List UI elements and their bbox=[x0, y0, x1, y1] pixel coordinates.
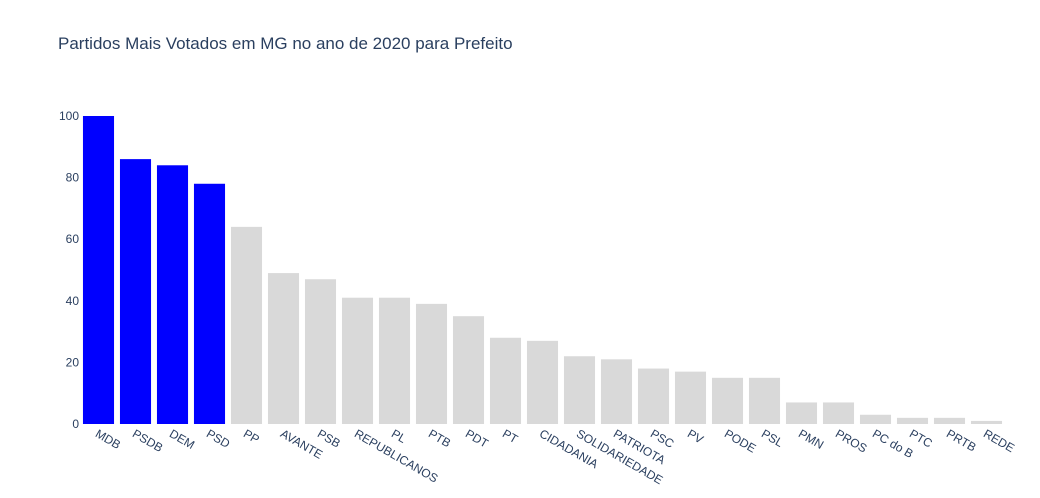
x-tick-label: PP bbox=[241, 426, 262, 446]
bar bbox=[637, 368, 670, 424]
y-tick-label: 0 bbox=[72, 417, 79, 431]
y-axis: 0 20 40 60 80 100 bbox=[59, 109, 79, 431]
x-tick-label: PRTB bbox=[944, 426, 979, 454]
bar bbox=[748, 377, 781, 424]
x-tick-label: PMN bbox=[796, 426, 826, 451]
y-tick-label: 20 bbox=[66, 355, 80, 369]
x-tick-label: PC do B bbox=[870, 426, 916, 460]
x-tick-label: DEM bbox=[167, 426, 197, 451]
bar bbox=[785, 402, 818, 424]
x-tick-label: PTB bbox=[426, 426, 453, 450]
y-tick-label: 40 bbox=[66, 294, 80, 308]
x-tick-label: PDT bbox=[463, 426, 491, 450]
bar bbox=[711, 377, 744, 424]
bar bbox=[563, 356, 596, 424]
bar bbox=[267, 273, 300, 424]
bar bbox=[674, 371, 707, 424]
y-tick-label: 100 bbox=[59, 109, 79, 123]
bar bbox=[933, 417, 966, 424]
bar bbox=[896, 417, 929, 424]
x-tick-label: PV bbox=[685, 426, 706, 446]
bar bbox=[193, 183, 226, 424]
bar bbox=[526, 340, 559, 424]
chart-title: Partidos Mais Votados em MG no ano de 20… bbox=[58, 34, 513, 53]
bar bbox=[970, 420, 1003, 424]
x-tick-label: PODE bbox=[722, 426, 758, 455]
bar bbox=[822, 402, 855, 424]
bar bbox=[489, 337, 522, 424]
bar bbox=[230, 226, 263, 424]
bar bbox=[119, 159, 152, 424]
bar bbox=[82, 116, 115, 424]
bar bbox=[156, 165, 189, 424]
bar bbox=[452, 316, 485, 424]
bar bbox=[341, 297, 374, 424]
x-tick-label: MDB bbox=[93, 426, 123, 451]
x-tick-label: PSD bbox=[204, 426, 233, 451]
x-tick-label: REDE bbox=[981, 426, 1017, 455]
x-tick-label: PSL bbox=[759, 426, 786, 450]
x-tick-label: PROS bbox=[833, 426, 869, 455]
x-tick-label: PL bbox=[389, 426, 409, 446]
x-tick-label: PT bbox=[500, 426, 521, 446]
bar bbox=[859, 414, 892, 424]
bars bbox=[82, 116, 1003, 424]
bar bbox=[600, 359, 633, 424]
y-tick-label: 60 bbox=[66, 232, 80, 246]
x-tick-label: PSDB bbox=[130, 426, 165, 454]
bar bbox=[304, 279, 337, 424]
bar bbox=[415, 303, 448, 424]
bar bbox=[378, 297, 411, 424]
y-tick-label: 80 bbox=[66, 171, 80, 185]
